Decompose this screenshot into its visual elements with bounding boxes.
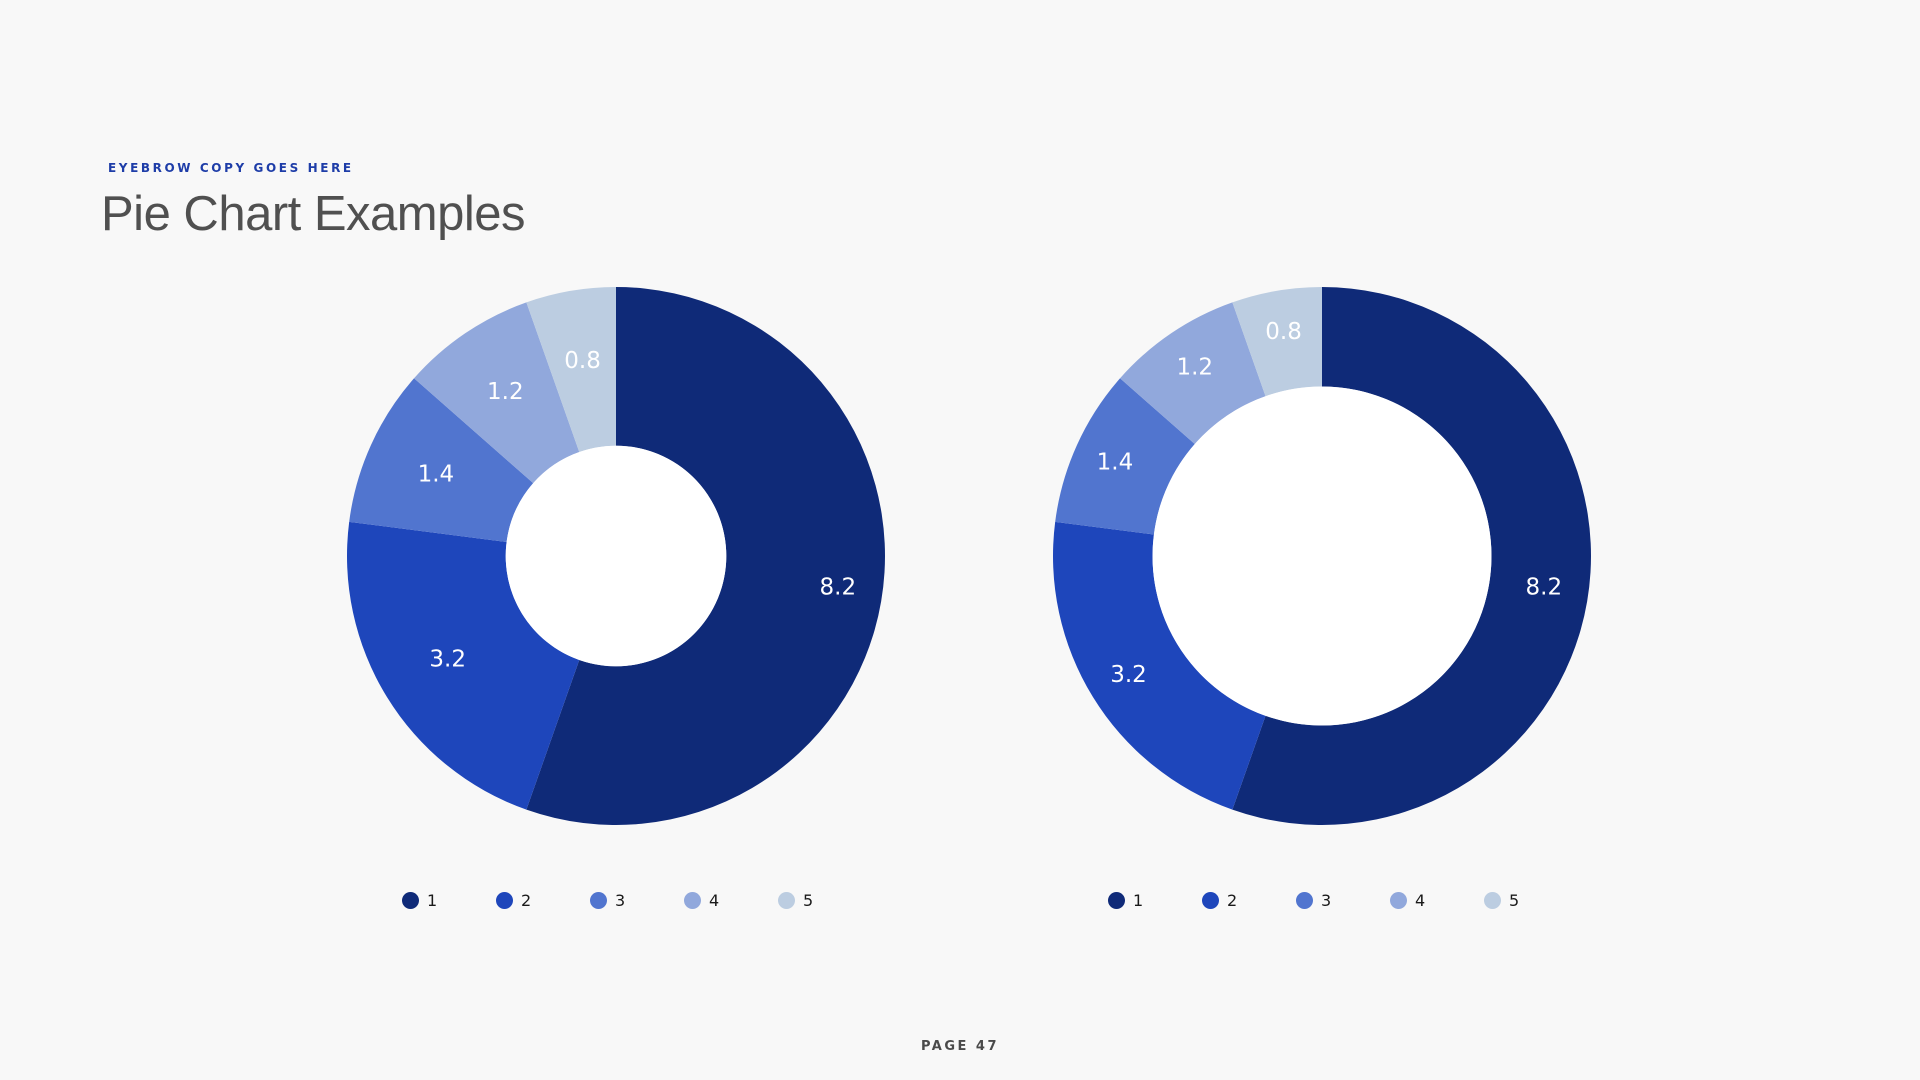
donut-2-slice-3	[1055, 378, 1195, 535]
page-number: PAGE 47	[920, 1039, 1000, 1054]
legend-label: 3	[1321, 890, 1332, 910]
donut-2-data-label-1: 8.2	[1526, 574, 1563, 600]
legend-swatch	[590, 891, 607, 909]
page-title: Pie Chart Examples	[101, 187, 526, 241]
legend-swatch	[1390, 891, 1407, 909]
donut-chart-2-legend: 1 2 3 4 5	[1042, 885, 1602, 915]
legend-item-1: 1	[402, 885, 437, 915]
eyebrow-text: EYEBROW COPY GOES HERE	[108, 161, 354, 175]
legend-swatch	[1108, 891, 1125, 909]
donut-2-slice-4	[1120, 302, 1266, 445]
donut-1-data-label-2: 3.2	[429, 647, 466, 673]
legend-swatch	[684, 891, 701, 909]
legend-label: 4	[709, 890, 720, 910]
legend-swatch	[1296, 891, 1313, 909]
legend-label: 2	[521, 890, 532, 910]
donut-2-data-label-2: 3.2	[1110, 662, 1147, 688]
legend-item-4: 4	[1390, 885, 1425, 915]
legend-label: 1	[427, 890, 438, 910]
legend-item-2: 2	[496, 885, 531, 915]
donut-1-slice-1	[526, 287, 885, 825]
legend-label: 5	[1509, 890, 1520, 910]
legend-swatch	[1202, 891, 1219, 909]
legend-swatch	[1484, 891, 1501, 909]
donut-1-data-label-4: 1.2	[487, 379, 524, 405]
donut-2-data-label-5: 0.8	[1265, 319, 1302, 345]
donut-2-slice-2	[1053, 521, 1266, 810]
donut-2-slice-5	[1232, 287, 1322, 397]
donut-chart-1-svg: 8.2 3.2 1.4 1.2 0.8	[346, 287, 885, 825]
legend-item-1: 1	[1108, 885, 1143, 915]
donut-2-data-label-4: 1.2	[1176, 355, 1213, 381]
legend-label: 3	[615, 890, 626, 910]
legend-item-5: 5	[1484, 885, 1519, 915]
donut-1-slice-4	[414, 302, 580, 484]
legend-label: 4	[1415, 890, 1426, 910]
legend-item-2: 2	[1202, 885, 1237, 915]
donut-1-slice-2	[346, 521, 580, 810]
donut-1-data-label-5: 0.8	[564, 348, 601, 374]
legend-swatch	[778, 891, 795, 909]
donut-chart-1-legend: 1 2 3 4 5	[336, 885, 896, 915]
legend-item-3: 3	[1296, 885, 1331, 915]
donut-1-slice-3	[349, 378, 534, 542]
donut-1-data-label-1: 8.2	[820, 574, 857, 600]
donut-chart-1: 8.2 3.2 1.4 1.2 0.8 1 2 3 4 5	[336, 270, 896, 920]
legend-label: 1	[1133, 890, 1144, 910]
legend-swatch	[402, 891, 419, 909]
donut-2-center	[1152, 386, 1492, 726]
legend-label: 2	[1227, 890, 1238, 910]
donut-2-data-label-3: 1.4	[1097, 449, 1134, 475]
donut-chart-2: 8.2 3.2 1.4 1.2 0.8 1 2 3 4 5	[1042, 270, 1602, 920]
donut-2-slice-1	[1232, 287, 1591, 825]
donut-chart-2-svg: 8.2 3.2 1.4 1.2 0.8	[1053, 287, 1591, 825]
legend-swatch	[496, 891, 513, 909]
donut-1-center	[505, 445, 727, 667]
donut-1-data-label-3: 1.4	[418, 462, 455, 488]
legend-label: 5	[803, 890, 814, 910]
legend-item-3: 3	[590, 885, 625, 915]
donut-1-slice-5	[526, 287, 616, 453]
legend-item-4: 4	[684, 885, 719, 915]
legend-item-5: 5	[778, 885, 813, 915]
